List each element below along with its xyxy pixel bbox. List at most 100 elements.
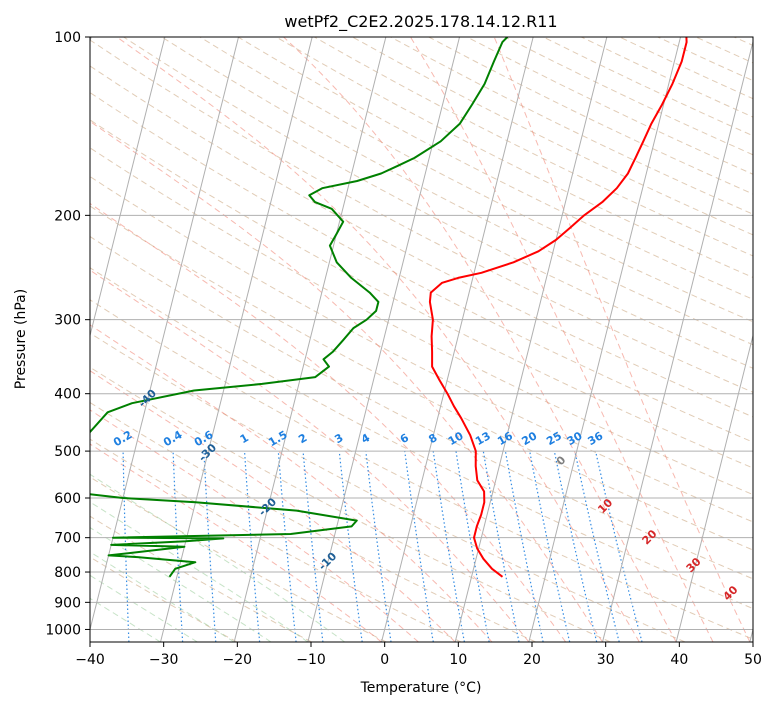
mixing-ratio-label: 8 (426, 431, 439, 446)
x-tick-label: 30 (597, 652, 615, 668)
mixing-ratio-line (432, 451, 465, 642)
mixing-ratio-line (365, 451, 392, 642)
dry-adiabat (90, 401, 536, 642)
dry-adiabat (237, 37, 753, 300)
dry-adiabat (90, 556, 238, 642)
dry-adiabat (90, 65, 753, 418)
mixing-ratio-label: 25 (544, 429, 564, 448)
dry-adiabat (90, 235, 753, 580)
isotherm-line (381, 37, 534, 642)
y-tick-label: 400 (54, 387, 81, 403)
grid-lines (90, 37, 753, 642)
isotherm-line (602, 39, 753, 642)
mixing-ratio-line (277, 451, 297, 642)
y-tick-label: 900 (54, 595, 81, 611)
y-tick-label: 100 (54, 30, 81, 46)
dry-adiabat (123, 37, 753, 369)
mixing-ratio-line (482, 450, 520, 642)
moist-adiabat (90, 473, 345, 642)
guide-labels: -40-30-20-100.2 0.4 0.6 1 1.5 2 3 4 6 8 10 13 16 20 25… (111, 387, 741, 604)
dry-adiabat (352, 37, 753, 236)
mixing-ratio-label: 36 (585, 429, 605, 448)
dry-adiabat (90, 175, 753, 523)
moist-adiabat (283, 37, 677, 642)
moist-adiabat (116, 37, 640, 642)
y-tick-label: 600 (54, 491, 81, 507)
x-tick-label: −10 (296, 652, 326, 668)
mixing-ratio-line (243, 451, 261, 642)
mixing-ratio-line (504, 450, 544, 642)
mixing-ratio-label: 13 (473, 429, 493, 448)
mixing-ratio-line (574, 450, 620, 642)
moist-adiabat (90, 409, 419, 642)
isotherm-line (90, 37, 240, 632)
isotherm-label: -20 (256, 495, 279, 518)
mixing-ratio-line (553, 450, 598, 642)
dry-adiabat (90, 515, 312, 642)
moist-adiabat-label: 10 (595, 496, 615, 516)
mixing-ratio-line (338, 451, 363, 642)
dry-adiabat (161, 37, 753, 346)
chart-title: wetPf2_C2E2.2025.178.14.12.R11 (284, 12, 557, 32)
mixing-ratio-label: 3 (332, 431, 345, 446)
isotherm-label: -40 (136, 387, 159, 410)
y-tick-label: 1000 (45, 622, 81, 638)
x-tick-label: −30 (149, 652, 179, 668)
dry-adiabat (90, 205, 753, 551)
background-guides (90, 37, 753, 642)
dry-adiabat (90, 332, 686, 642)
dry-adiabat (90, 267, 753, 610)
x-tick-label: 10 (449, 652, 467, 668)
dry-adiabat (90, 438, 462, 642)
mixing-ratio-label: 1.5 (266, 428, 289, 449)
y-axis-label: Pressure (hPa) (13, 289, 29, 389)
isotherm-line (160, 37, 313, 642)
mixing-ratio-line (302, 451, 324, 642)
dry-adiabat (199, 37, 753, 323)
isotherm-line (749, 627, 753, 642)
isotherm-line (233, 37, 387, 642)
dry-adiabat (90, 39, 753, 393)
mixing-ratio-label: 20 (520, 429, 540, 448)
isotherm-line (90, 37, 166, 338)
mixing-ratio-line (529, 450, 571, 642)
y-tick-label: 800 (54, 565, 81, 581)
y-tick-label: 700 (54, 531, 81, 547)
isotherm-label: -10 (316, 550, 339, 573)
x-axis-label: Temperature (°C) (360, 680, 482, 696)
mixing-ratio-line (455, 451, 490, 642)
moist-adiabat (90, 574, 198, 642)
y-tick-label: 300 (54, 313, 81, 329)
x-tick-label: 0 (380, 652, 389, 668)
mixing-ratio-line (404, 451, 434, 642)
moist-adiabat-label: 0 (554, 453, 569, 468)
dry-adiabat (657, 37, 753, 82)
isotherm-line (528, 37, 682, 642)
mixing-ratio-label: 1 (238, 431, 251, 446)
isotherm-line (454, 37, 608, 642)
dry-adiabat (90, 91, 753, 443)
dry-adiabat (504, 37, 753, 156)
moist-adiabat (90, 269, 530, 642)
isotherm-line (307, 37, 461, 642)
sounding-series (90, 37, 688, 578)
dry-adiabat (90, 299, 753, 640)
dry-adiabat (90, 366, 611, 642)
mixing-ratio-label: 6 (398, 431, 411, 446)
mixing-ratio-line (203, 451, 217, 642)
temperature-profile (428, 37, 688, 578)
x-tick-label: 20 (523, 652, 541, 668)
moist-adiabat (90, 526, 272, 642)
dry-adiabat (90, 119, 753, 469)
y-tick-label: 200 (54, 208, 81, 224)
dewpoint-profile (90, 37, 509, 578)
moist-adiabat (90, 120, 603, 642)
mixing-ratio-label: 10 (446, 429, 466, 448)
moist-adiabat (90, 551, 235, 642)
x-tick-label: −40 (75, 652, 105, 668)
x-tick-label: 50 (744, 652, 762, 668)
x-tick-label: −20 (223, 652, 253, 668)
moist-adiabat (493, 37, 751, 642)
plot-frame (89, 36, 754, 643)
